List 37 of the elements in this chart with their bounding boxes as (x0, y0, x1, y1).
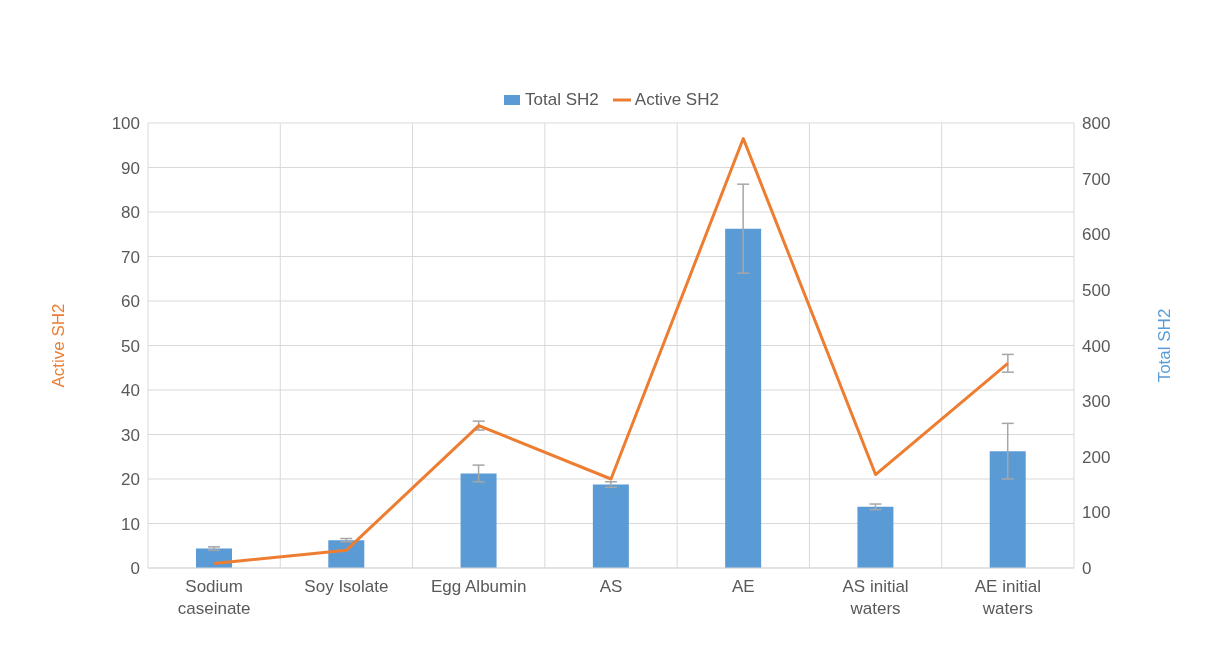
legend-label: Total SH2 (524, 90, 599, 110)
bar (592, 484, 629, 568)
y2-tick-label: 100 (1082, 503, 1111, 523)
y-axis-title: Active SH2 (49, 303, 69, 388)
x-tick-label: AE initial waters (974, 577, 1041, 618)
x-tick-label: AE (731, 577, 755, 596)
bar (989, 451, 1026, 568)
y-tick-label: 10 (121, 514, 140, 534)
y2-tick-label: 600 (1082, 225, 1111, 245)
x-tick-label: Sodium caseinate (177, 577, 251, 618)
y-tick-label: 80 (121, 203, 140, 223)
y2-tick-label: 300 (1082, 392, 1111, 412)
y2-axis-title: Total SH2 (1155, 308, 1175, 383)
x-tick-label: AS (599, 577, 623, 596)
bar (857, 506, 894, 568)
legend-label: Active SH2 (633, 90, 719, 110)
y2-tick-label: 400 (1082, 336, 1111, 356)
y2-tick-label: 500 (1082, 280, 1111, 300)
y-tick-label: 70 (121, 247, 140, 267)
y2-tick-label: 200 (1082, 447, 1111, 467)
bar (725, 228, 762, 568)
y-tick-label: 100 (111, 114, 140, 134)
y2-tick-label: 0 (1082, 559, 1092, 579)
y2-tick-label: 800 (1082, 114, 1111, 134)
y-tick-label: 50 (121, 336, 140, 356)
line-series (212, 137, 1010, 566)
y-tick-label: 0 (130, 559, 140, 579)
y-tick-label: 20 (121, 470, 140, 490)
y2-tick-label: 700 (1082, 169, 1111, 189)
x-tick-label: AS initial waters (842, 577, 909, 618)
x-tick-label: Egg Albumin (430, 577, 527, 596)
y-tick-label: 40 (121, 381, 140, 401)
bar (460, 473, 497, 568)
y-tick-label: 60 (121, 292, 140, 312)
y-tick-label: 30 (121, 425, 140, 445)
x-tick-label: Soy Isolate (304, 577, 389, 596)
y-tick-label: 90 (121, 158, 140, 178)
